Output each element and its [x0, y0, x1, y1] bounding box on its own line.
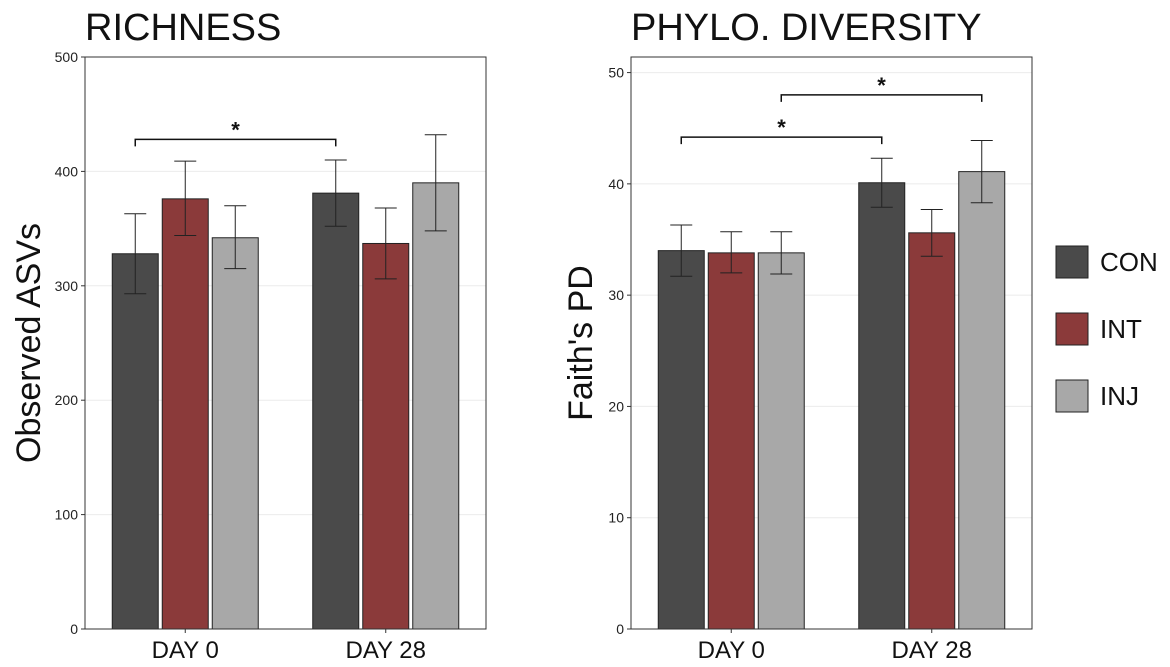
- chart-panel-2: * * 0 10 20 30 40 50 DAY 0 DAY 28 PHYLO. DIVERSITY…: [562, 7, 1033, 664]
- plot-border: [84, 56, 487, 630]
- legend-swatch-int: [1055, 312, 1089, 346]
- y-axis-label: Observed ASVs: [10, 223, 48, 463]
- significance-bracket: [134, 138, 337, 147]
- y-tick-label: 10: [608, 510, 624, 526]
- y-axis-label: Faith's PD: [562, 265, 600, 421]
- legend-label-int: INT: [1100, 314, 1142, 344]
- bar-int-day-0: [161, 198, 209, 630]
- bar-inj-day-28: [412, 182, 460, 630]
- chart-title: PHYLO. DIVERSITY: [631, 7, 982, 49]
- bar-inj-day-28: [958, 171, 1006, 630]
- significance-bracket: [780, 94, 983, 102]
- bar-int-day-28: [362, 242, 410, 630]
- bar-int-day-28: [908, 232, 956, 630]
- chart-title: RICHNESS: [85, 7, 281, 49]
- y-tick-label: 0: [70, 621, 78, 637]
- legend: CON INT INJ: [1055, 245, 1158, 413]
- bar-con-day-28: [858, 182, 906, 630]
- y-tick-label: 500: [55, 49, 79, 65]
- significance-label: *: [877, 73, 886, 98]
- x-category-label: DAY 28: [892, 637, 973, 664]
- significance-label: *: [777, 115, 786, 140]
- x-category-label: DAY 28: [346, 637, 427, 664]
- legend-swatch-con: [1055, 245, 1089, 279]
- x-category-label: DAY 0: [698, 637, 765, 664]
- y-tick-label: 200: [55, 392, 79, 408]
- chart-panel-1: * 0 100 200 300 400 500 DAY 0 DAY 28 RICHNESS Obse…: [10, 7, 487, 664]
- bar-con-day-28: [312, 192, 360, 630]
- bar-int-day-0: [707, 252, 755, 630]
- bar-con-day-0: [111, 253, 159, 630]
- significance-label: *: [231, 117, 240, 142]
- legend-swatch-inj: [1055, 379, 1089, 413]
- y-tick-label: 30: [608, 287, 624, 303]
- legend-label-con: CON: [1100, 247, 1158, 277]
- x-category-label: DAY 0: [152, 637, 219, 664]
- bar-con-day-0: [657, 250, 705, 630]
- bar-inj-day-0: [211, 237, 259, 630]
- plot-border: [630, 56, 1033, 630]
- y-tick-label: 0: [616, 621, 624, 637]
- y-tick-label: 20: [608, 398, 624, 414]
- y-tick-label: 100: [55, 507, 79, 523]
- y-tick-label: 40: [608, 176, 624, 192]
- bar-inj-day-0: [757, 252, 805, 630]
- y-tick-label: 50: [608, 65, 624, 81]
- y-tick-label: 400: [55, 163, 79, 179]
- legend-label-inj: INJ: [1100, 381, 1139, 411]
- y-tick-label: 300: [55, 278, 79, 294]
- significance-bracket: [680, 136, 883, 145]
